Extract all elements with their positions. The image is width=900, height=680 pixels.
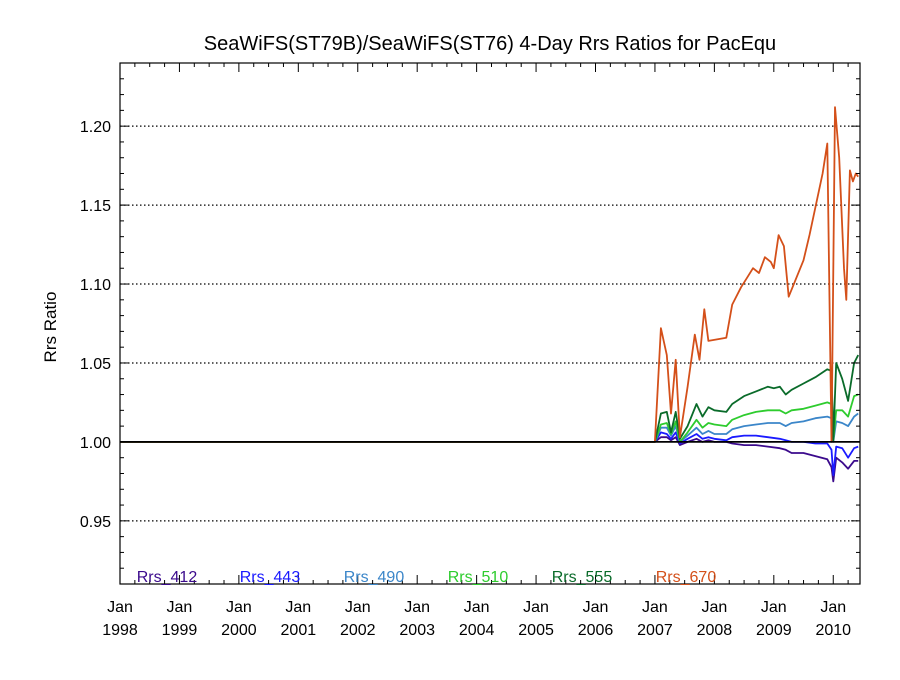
x-tick-label-year: 1999: [162, 622, 198, 639]
y-tick-label: 1.00: [80, 435, 111, 452]
x-tick-label-month: Jan: [167, 599, 193, 616]
series-lines: [120, 106, 860, 483]
legend-entry-rrs-510: Rrs_510: [448, 569, 509, 586]
x-tick-label-month: Jan: [345, 599, 371, 616]
x-tick-label-month: Jan: [583, 599, 609, 616]
plot-frame: [119, 62, 861, 585]
x-tick-label-year: 2004: [459, 622, 495, 639]
y-tick-label: 1.20: [80, 119, 111, 136]
x-tick-label-year: 2008: [697, 622, 733, 639]
x-tick-label-month: Jan: [761, 599, 787, 616]
grid-lines: [120, 125, 860, 522]
series-line-rrs-670: [120, 106, 859, 443]
x-tick-label-year: 2000: [221, 622, 257, 639]
x-tick-label-month: Jan: [404, 599, 430, 616]
legend: Rrs_412 Rrs_443 Rrs_490 Rrs_510 Rrs_555 Rrs_6…: [137, 569, 717, 586]
x-tick-label-month: Jan: [464, 599, 490, 616]
x-tick-label-year: 1998: [102, 622, 138, 639]
series-line-rrs-490: [120, 412, 859, 443]
x-tick-label-month: Jan: [285, 599, 311, 616]
series-line-rrs-412: [120, 436, 859, 483]
x-tick-label-month: Jan: [226, 599, 252, 616]
y-tick-label: 1.10: [80, 277, 111, 294]
x-tick-label-year: 2009: [756, 622, 792, 639]
plot-frame-box: [119, 62, 861, 585]
y-tick-label: 0.95: [80, 514, 111, 531]
x-tick-label-year: 2001: [281, 622, 317, 639]
x-tick-label-year: 2003: [399, 622, 435, 639]
y-tick-label: 1.15: [80, 198, 111, 215]
x-tick-label-year: 2002: [340, 622, 376, 639]
series-line-rrs-443: [120, 431, 859, 476]
x-tick-label-year: 2007: [637, 622, 673, 639]
x-tick-label-year: 2010: [815, 622, 851, 639]
x-tick-label-month: Jan: [820, 599, 846, 616]
legend-entry-rrs-443: Rrs_443: [240, 569, 301, 586]
x-tick-label-year: 2005: [518, 622, 554, 639]
legend-entry-rrs-670: Rrs_670: [656, 569, 717, 586]
axis-ticks: 0.95 1.00 1.05 1.10 1.15 1.20 Jan 1998 Jan 1999 Ja…: [80, 63, 860, 639]
series-line-rrs-555: [120, 354, 859, 443]
legend-entry-rrs-555: Rrs_555: [552, 569, 613, 586]
y-axis-label: Rrs Ratio: [41, 292, 60, 363]
x-tick-label-month: Jan: [107, 599, 133, 616]
legend-entry-rrs-412: Rrs_412: [137, 569, 198, 586]
x-tick-label-month: Jan: [701, 599, 727, 616]
x-tick-label-year: 2006: [578, 622, 614, 639]
chart-title: SeaWiFS(ST79B)/SeaWiFS(ST76) 4-Day Rrs R…: [204, 33, 776, 55]
x-tick-label-month: Jan: [642, 599, 668, 616]
x-tick-label-month: Jan: [523, 599, 549, 616]
y-tick-label: 1.05: [80, 356, 111, 373]
legend-entry-rrs-490: Rrs_490: [344, 569, 405, 586]
